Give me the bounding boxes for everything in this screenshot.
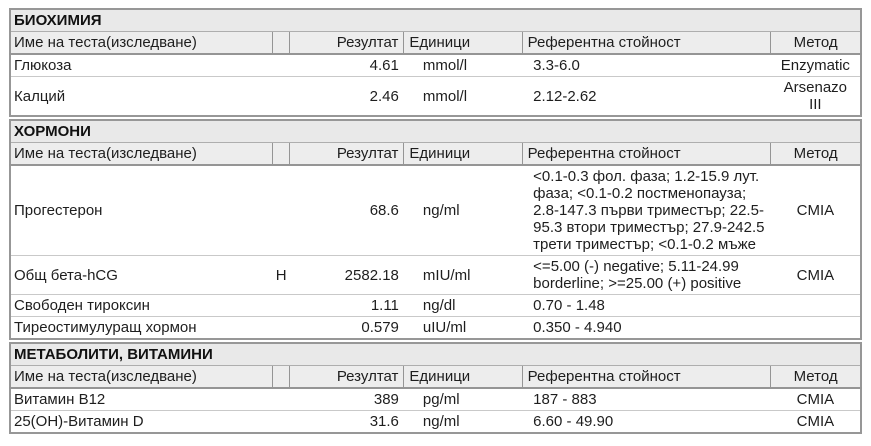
- section-title: МЕТАБОЛИТИ, ВИТАМИНИ: [10, 343, 861, 366]
- column-header-reference: Референтна стойност: [521, 31, 771, 55]
- column-header-result: Резултат: [289, 142, 404, 166]
- result-row: Калций 2.46 mmol/l 2.12-2.62 Arsenazo II…: [10, 76, 861, 117]
- column-header-units: Единици: [403, 142, 523, 166]
- result-row: 25(OH)-Витамин D 31.6 ng/ml 6.60 - 49.90…: [10, 410, 861, 434]
- result-row: Общ бета-hCG H 2582.18 mIU/ml <=5.00 (-)…: [10, 255, 861, 295]
- test-name-cell: Прогестерон: [10, 165, 273, 256]
- reference-range-cell: 3.3-6.0: [522, 54, 771, 77]
- section-header-row: МЕТАБОЛИТИ, ВИТАМИНИ: [10, 343, 861, 366]
- result-value-cell: 1.11: [289, 294, 404, 317]
- column-header-result: Резултат: [289, 365, 404, 389]
- test-name-cell: Свободен тироксин: [10, 294, 273, 317]
- method-cell: [770, 316, 861, 340]
- units-cell: uIU/ml: [403, 316, 523, 340]
- lab-section-table: ХОРМОНИ Име на теста(изследване) Резулта…: [9, 119, 862, 340]
- column-header-row: Име на теста(изследване) Резултат Единиц…: [10, 142, 861, 166]
- reference-range-cell: <=5.00 (-) negative; 5.11-24.99 borderli…: [522, 255, 771, 295]
- test-name-cell: Витамин B12: [10, 388, 273, 411]
- test-name-cell: Общ бета-hCG: [10, 255, 273, 295]
- method-cell: CMIA: [770, 255, 861, 295]
- units-cell: ng/ml: [403, 410, 523, 434]
- result-value-cell: 31.6: [289, 410, 404, 434]
- result-row: Свободен тироксин 1.11 ng/dl 0.70 - 1.48: [10, 294, 861, 317]
- column-header-result: Резултат: [289, 31, 404, 55]
- test-name-cell: Калций: [10, 76, 273, 117]
- result-row: Тиреостимулуращ хормон 0.579 uIU/ml 0.35…: [10, 316, 861, 340]
- result-flag-cell: [272, 54, 290, 77]
- section-title: ХОРМОНИ: [10, 120, 861, 143]
- column-header-test-name: Име на теста(изследване): [10, 31, 273, 55]
- method-cell: CMIA: [770, 410, 861, 434]
- result-flag-cell: [272, 165, 290, 256]
- section-header-row: БИОХИМИЯ: [10, 9, 861, 32]
- column-header-row: Име на теста(изследване) Резултат Единиц…: [10, 31, 861, 55]
- column-header-row: Име на теста(изследване) Резултат Единиц…: [10, 365, 861, 389]
- result-value-cell: 68.6: [289, 165, 404, 256]
- result-row: Глюкоза 4.61 mmol/l 3.3-6.0 Enzymatic: [10, 54, 861, 77]
- column-header-reference: Референтна стойност: [521, 142, 771, 166]
- reference-range-cell: 2.12-2.62: [522, 76, 771, 117]
- column-header-units: Единици: [403, 365, 523, 389]
- method-cell: [770, 294, 861, 317]
- result-flag-cell: H: [272, 255, 290, 295]
- result-flag-cell: [272, 410, 290, 434]
- section-title: БИОХИМИЯ: [10, 9, 861, 32]
- result-value-cell: 2.46: [289, 76, 404, 117]
- reference-range-cell: <0.1-0.3 фол. фаза; 1.2-15.9 лут. фаза; …: [522, 165, 771, 256]
- column-header-flag: [272, 31, 290, 55]
- column-header-reference: Референтна стойност: [521, 365, 771, 389]
- column-header-test-name: Име на теста(изследване): [10, 142, 273, 166]
- units-cell: ng/dl: [403, 294, 523, 317]
- units-cell: mmol/l: [403, 76, 523, 117]
- column-header-method: Метод: [770, 142, 861, 166]
- result-value-cell: 2582.18: [289, 255, 404, 295]
- method-cell: Arsenazo III: [770, 76, 861, 117]
- column-header-method: Метод: [770, 31, 861, 55]
- method-cell: Enzymatic: [770, 54, 861, 77]
- units-cell: ng/ml: [403, 165, 523, 256]
- result-value-cell: 0.579: [289, 316, 404, 340]
- reference-range-cell: 187 - 883: [522, 388, 771, 411]
- lab-section-table: МЕТАБОЛИТИ, ВИТАМИНИ Име на теста(изслед…: [9, 342, 862, 434]
- column-header-units: Единици: [403, 31, 523, 55]
- result-flag-cell: [272, 76, 290, 117]
- reference-range-cell: 0.350 - 4.940: [522, 316, 771, 340]
- units-cell: mIU/ml: [403, 255, 523, 295]
- column-header-test-name: Име на теста(изследване): [10, 365, 273, 389]
- column-header-flag: [272, 365, 290, 389]
- test-name-cell: 25(OH)-Витамин D: [10, 410, 273, 434]
- test-name-cell: Глюкоза: [10, 54, 273, 77]
- lab-section-table: БИОХИМИЯ Име на теста(изследване) Резулт…: [9, 8, 862, 117]
- column-header-method: Метод: [770, 365, 861, 389]
- method-cell: CMIA: [770, 165, 861, 256]
- section-header-row: ХОРМОНИ: [10, 120, 861, 143]
- result-flag-cell: [272, 388, 290, 411]
- result-flag-cell: [272, 294, 290, 317]
- units-cell: pg/ml: [403, 388, 523, 411]
- units-cell: mmol/l: [403, 54, 523, 77]
- reference-range-cell: 6.60 - 49.90: [522, 410, 771, 434]
- result-value-cell: 4.61: [289, 54, 404, 77]
- result-value-cell: 389: [289, 388, 404, 411]
- reference-range-cell: 0.70 - 1.48: [522, 294, 771, 317]
- column-header-flag: [272, 142, 290, 166]
- result-row: Прогестерон 68.6 ng/ml <0.1-0.3 фол. фаз…: [10, 165, 861, 256]
- method-cell: CMIA: [770, 388, 861, 411]
- result-flag-cell: [272, 316, 290, 340]
- test-name-cell: Тиреостимулуращ хормон: [10, 316, 273, 340]
- result-row: Витамин B12 389 pg/ml 187 - 883 CMIA: [10, 388, 861, 411]
